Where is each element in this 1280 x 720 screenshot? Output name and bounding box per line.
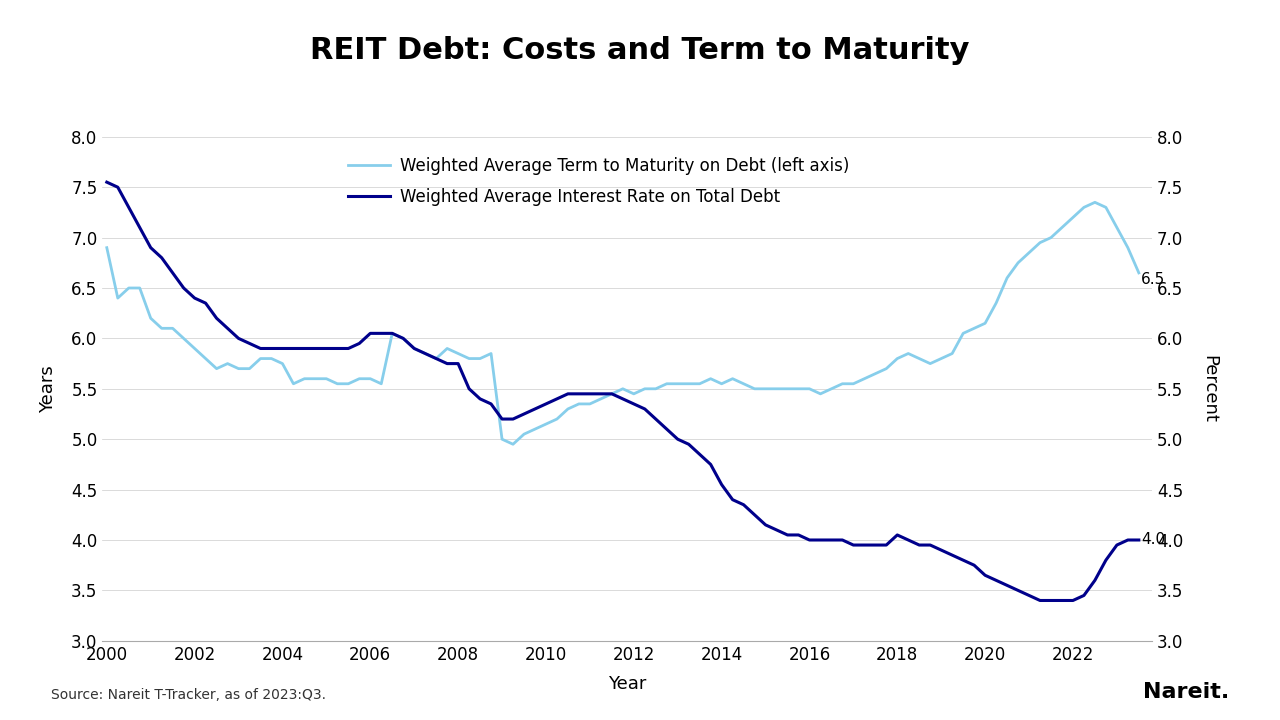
X-axis label: Year: Year [608,675,646,693]
Text: Source: Nareit T-Tracker, as of 2023:Q3.: Source: Nareit T-Tracker, as of 2023:Q3. [51,688,326,702]
Legend: Weighted Average Term to Maturity on Debt (left axis), Weighted Average Interest: Weighted Average Term to Maturity on Deb… [342,150,856,213]
Text: Nareit.: Nareit. [1143,682,1229,702]
Y-axis label: Percent: Percent [1199,355,1217,423]
Text: 6.5: 6.5 [1140,272,1165,287]
Text: 4.0: 4.0 [1140,533,1165,547]
Text: REIT Debt: Costs and Term to Maturity: REIT Debt: Costs and Term to Maturity [310,36,970,65]
Y-axis label: Years: Years [40,365,58,413]
